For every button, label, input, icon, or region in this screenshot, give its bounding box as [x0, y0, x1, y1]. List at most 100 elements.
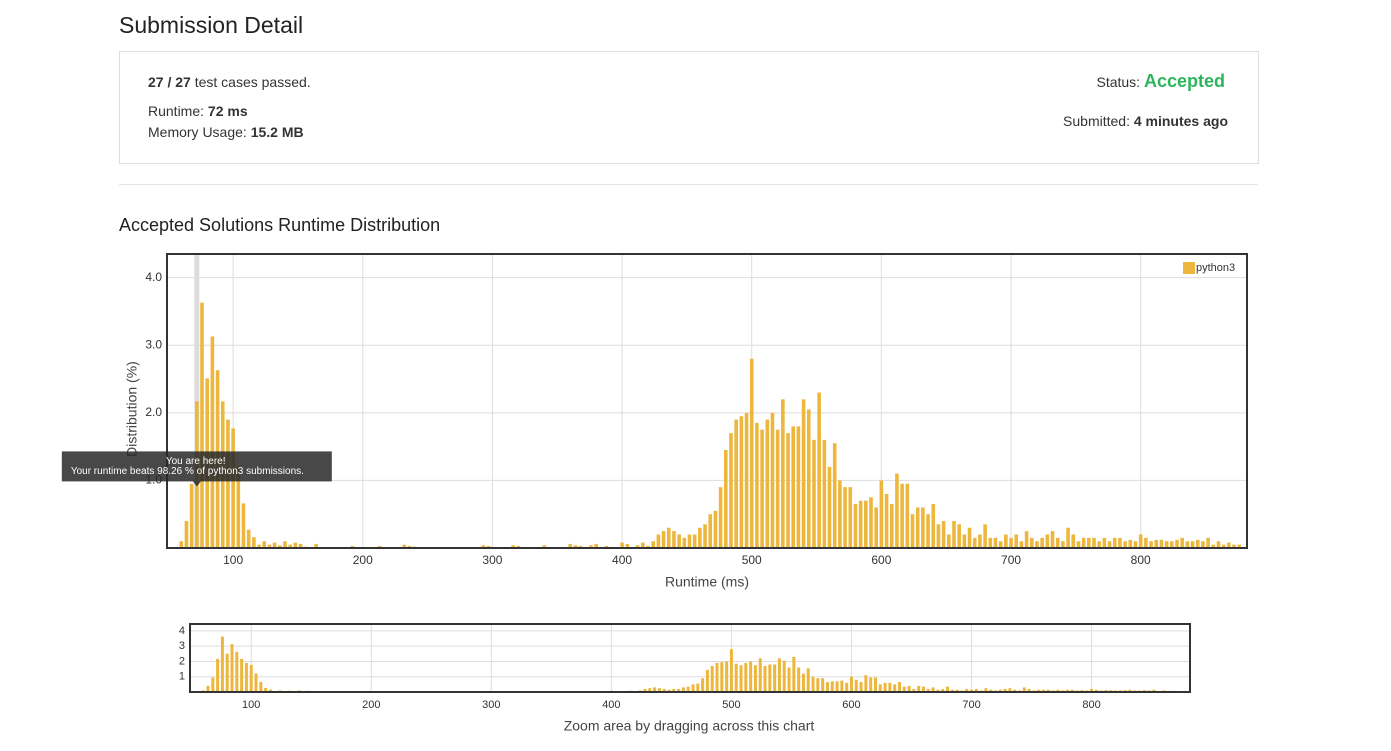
- bar: [825, 682, 829, 692]
- bar: [705, 669, 709, 692]
- bar: [1019, 541, 1024, 548]
- bar: [1055, 537, 1060, 548]
- bar: [864, 675, 868, 692]
- bar: [691, 684, 695, 692]
- bar: [268, 689, 272, 692]
- bar: [1071, 534, 1076, 548]
- y-tick-label: 1: [179, 671, 185, 683]
- y-tick-label: 3: [179, 640, 185, 652]
- bar: [604, 545, 609, 548]
- bar: [859, 682, 863, 692]
- bar: [620, 542, 624, 548]
- bar: [283, 541, 287, 548]
- bar: [1056, 689, 1060, 692]
- bar: [244, 662, 248, 692]
- bar: [744, 412, 749, 548]
- bar: [739, 416, 744, 548]
- bar: [1092, 537, 1096, 548]
- bar: [725, 661, 729, 692]
- bar: [744, 662, 748, 692]
- bar: [696, 683, 700, 692]
- bar: [1035, 541, 1039, 548]
- bar: [1237, 544, 1242, 548]
- bar: [848, 487, 853, 548]
- bar: [734, 419, 738, 548]
- cases-passed: 27 / 27: [148, 74, 191, 90]
- bar: [264, 687, 268, 692]
- bar: [729, 433, 733, 548]
- bar: [272, 542, 277, 548]
- bar: [806, 409, 811, 548]
- bar: [1185, 541, 1190, 548]
- bar: [723, 450, 728, 548]
- bar: [893, 684, 897, 692]
- bar: [1027, 688, 1031, 692]
- bar: [1040, 537, 1044, 548]
- bar: [811, 676, 815, 692]
- bar: [907, 685, 911, 692]
- bar: [1013, 689, 1017, 692]
- bar: [625, 543, 630, 548]
- bar: [955, 689, 959, 692]
- bar: [1081, 537, 1086, 548]
- bar: [1211, 544, 1216, 548]
- bar: [941, 688, 945, 692]
- bar: [989, 689, 993, 692]
- bar: [184, 520, 189, 548]
- bar: [1061, 541, 1065, 548]
- bar: [763, 666, 767, 692]
- bar: [1045, 534, 1050, 548]
- bar: [1029, 537, 1034, 548]
- bar: [211, 677, 215, 692]
- bar: [220, 636, 224, 692]
- bar: [878, 684, 882, 692]
- bar: [677, 688, 681, 692]
- bar: [486, 545, 491, 548]
- marker-band: [194, 254, 200, 548]
- bar: [936, 689, 940, 692]
- bar: [682, 537, 687, 548]
- bar: [874, 507, 878, 548]
- plot-frame: [166, 253, 1248, 549]
- memory: 15.2 MB: [250, 124, 304, 140]
- bar: [710, 666, 714, 692]
- bar: [578, 545, 583, 548]
- bar: [921, 686, 925, 692]
- x-axis-label: Runtime (ms): [665, 574, 749, 590]
- bar: [1014, 534, 1019, 548]
- bar: [1159, 539, 1164, 548]
- bar: [827, 466, 832, 548]
- bar: [314, 543, 318, 548]
- bar: [801, 673, 805, 692]
- memory-line: Memory Usage: 15.2 MB: [148, 124, 304, 140]
- x-tick-label: 700: [962, 699, 980, 711]
- bar: [277, 545, 282, 548]
- bar: [657, 688, 661, 692]
- bar: [931, 687, 935, 692]
- bar: [641, 542, 645, 548]
- bar: [840, 680, 844, 692]
- runtime-line: Runtime: 72 ms: [148, 103, 248, 119]
- bar: [749, 358, 754, 548]
- bar: [889, 504, 894, 548]
- x-tick-label: 300: [482, 699, 500, 711]
- bar: [873, 677, 877, 692]
- bar: [1094, 689, 1098, 692]
- tooltip-box: [61, 451, 332, 482]
- bar: [661, 531, 666, 548]
- bar: [568, 543, 573, 548]
- bar: [1164, 541, 1169, 548]
- bar: [1128, 689, 1132, 692]
- bar: [715, 662, 719, 692]
- y-tick-label: 4: [179, 625, 185, 637]
- bar: [257, 544, 261, 548]
- bar: [883, 682, 887, 692]
- bar: [926, 514, 930, 548]
- bar: [858, 500, 863, 548]
- bar: [1149, 541, 1153, 548]
- bar: [542, 545, 547, 548]
- bar: [768, 664, 772, 692]
- legend-swatch: [1183, 262, 1195, 274]
- x-axis-label: Zoom area by dragging across this chart: [564, 718, 815, 734]
- bar: [708, 514, 713, 548]
